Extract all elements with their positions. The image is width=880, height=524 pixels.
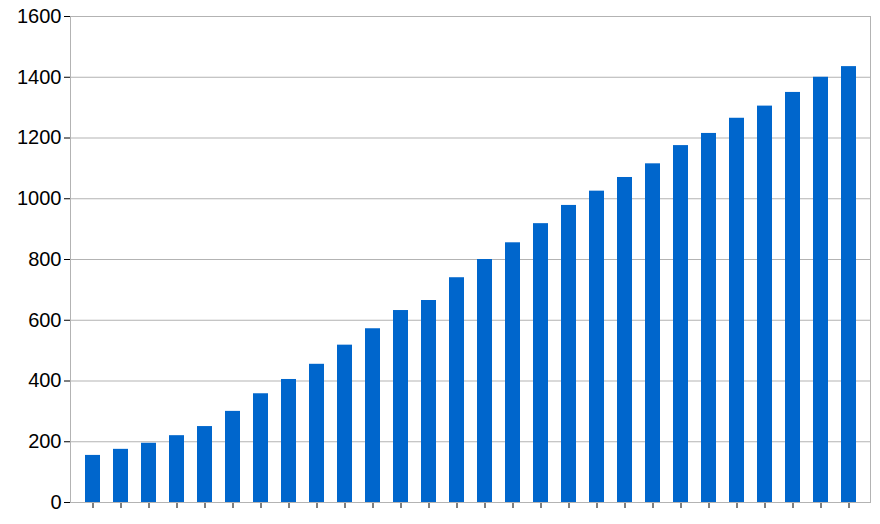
svg-text:0: 0 bbox=[50, 491, 61, 513]
svg-text:600: 600 bbox=[28, 309, 61, 331]
svg-text:200: 200 bbox=[28, 430, 61, 452]
svg-text:800: 800 bbox=[28, 248, 61, 270]
svg-text:1200: 1200 bbox=[17, 126, 62, 148]
svg-text:1600: 1600 bbox=[17, 5, 62, 27]
svg-text:1000: 1000 bbox=[17, 187, 62, 209]
svg-text:400: 400 bbox=[28, 369, 61, 391]
svg-text:1400: 1400 bbox=[17, 66, 62, 88]
